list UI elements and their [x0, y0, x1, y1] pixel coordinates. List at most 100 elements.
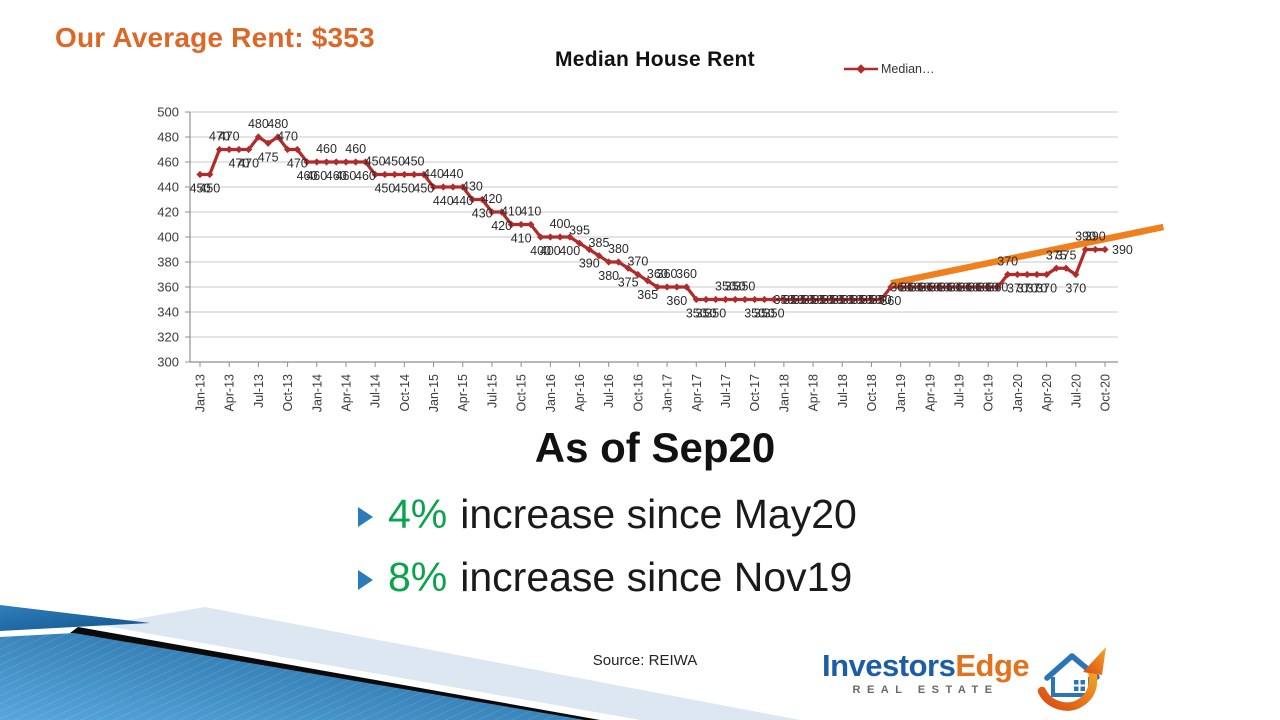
- svg-text:Jul-17: Jul-17: [719, 374, 733, 408]
- svg-text:420: 420: [482, 192, 503, 206]
- svg-text:370: 370: [1026, 282, 1047, 296]
- svg-text:460: 460: [157, 155, 179, 170]
- svg-text:Jan-13: Jan-13: [194, 374, 208, 412]
- svg-text:450: 450: [394, 182, 415, 196]
- svg-text:Apr-14: Apr-14: [339, 374, 353, 412]
- svg-text:Oct-13: Oct-13: [281, 374, 295, 412]
- page-title: Our Average Rent: $353: [55, 22, 375, 53]
- svg-text:Jul-13: Jul-13: [252, 374, 266, 408]
- svg-text:350: 350: [715, 280, 736, 294]
- bullet-triangle-icon: [358, 506, 373, 527]
- svg-text:Jan-15: Jan-15: [427, 374, 441, 412]
- investorsedge-logo: InvestorsEdge REAL ESTATE: [822, 647, 1113, 713]
- bullet-percentage: 4%: [388, 491, 448, 537]
- svg-text:Jan-19: Jan-19: [894, 374, 908, 412]
- svg-text:Apr-15: Apr-15: [456, 374, 470, 412]
- svg-text:Oct-14: Oct-14: [398, 374, 412, 412]
- svg-text:450: 450: [190, 182, 211, 196]
- svg-text:440: 440: [157, 180, 179, 195]
- svg-text:350: 350: [783, 293, 804, 307]
- svg-text:360: 360: [900, 281, 921, 295]
- svg-text:380: 380: [608, 242, 629, 256]
- svg-text:460: 460: [306, 169, 327, 183]
- svg-text:360: 360: [929, 281, 950, 295]
- svg-text:475: 475: [258, 150, 279, 164]
- svg-text:350: 350: [822, 293, 843, 307]
- svg-text:460: 460: [297, 169, 318, 183]
- svg-text:360: 360: [910, 281, 931, 295]
- svg-text:Apr-19: Apr-19: [923, 374, 937, 412]
- svg-text:400: 400: [157, 230, 179, 245]
- svg-text:350: 350: [735, 280, 756, 294]
- svg-text:340: 340: [157, 305, 179, 320]
- svg-text:370: 370: [1036, 282, 1057, 296]
- callout-bullets: 4% increase since May20 8% increase sinc…: [358, 483, 857, 609]
- svg-text:360: 360: [919, 281, 940, 295]
- svg-text:Jan-14: Jan-14: [310, 374, 324, 412]
- svg-text:360: 360: [988, 281, 1009, 295]
- svg-text:410: 410: [501, 205, 522, 219]
- bullet-item: 4% increase since May20: [358, 483, 857, 546]
- svg-text:480: 480: [248, 117, 269, 131]
- bullet-text: increase since May20: [460, 491, 857, 537]
- svg-text:470: 470: [219, 130, 240, 144]
- svg-text:390: 390: [1112, 243, 1133, 257]
- svg-text:370: 370: [1017, 282, 1038, 296]
- bullet-item: 8% increase since Nov19: [358, 546, 857, 609]
- svg-text:450: 450: [374, 182, 395, 196]
- logo-name: InvestorsEdge: [822, 649, 1030, 683]
- svg-text:Oct-17: Oct-17: [748, 374, 762, 412]
- svg-text:380: 380: [598, 269, 619, 283]
- svg-text:Jul-14: Jul-14: [369, 374, 383, 408]
- svg-text:410: 410: [511, 232, 532, 246]
- svg-text:430: 430: [472, 207, 493, 221]
- svg-text:360: 360: [978, 281, 999, 295]
- svg-text:370: 370: [1065, 282, 1086, 296]
- svg-text:370: 370: [1007, 282, 1028, 296]
- svg-text:Jul-16: Jul-16: [602, 374, 616, 408]
- svg-text:Apr-16: Apr-16: [573, 374, 587, 412]
- svg-text:375: 375: [618, 275, 639, 289]
- svg-text:320: 320: [157, 330, 179, 345]
- logo-subtitle: REAL ESTATE: [852, 684, 999, 696]
- svg-text:360: 360: [939, 281, 960, 295]
- svg-text:Oct-16: Oct-16: [631, 374, 645, 412]
- svg-text:400: 400: [550, 217, 571, 231]
- svg-text:360: 360: [949, 281, 970, 295]
- svg-text:370: 370: [627, 255, 648, 269]
- svg-text:Jan-16: Jan-16: [544, 374, 558, 412]
- legend-line-marker-icon: [844, 64, 878, 74]
- svg-text:350: 350: [861, 293, 882, 307]
- svg-text:380: 380: [157, 255, 179, 270]
- svg-text:Oct-18: Oct-18: [865, 374, 879, 412]
- svg-text:Oct-19: Oct-19: [982, 374, 996, 412]
- svg-text:350: 350: [803, 293, 824, 307]
- svg-text:360: 360: [657, 267, 678, 281]
- svg-text:Jul-20: Jul-20: [1069, 374, 1083, 408]
- svg-text:Jan-18: Jan-18: [777, 374, 791, 412]
- svg-text:470: 470: [228, 157, 249, 171]
- svg-text:360: 360: [676, 267, 697, 281]
- svg-text:Jul-19: Jul-19: [953, 374, 967, 408]
- median-house-rent-line-chart: 300 320 340 360 380 400 420 440 460 480 500 Jan-13 A…: [157, 105, 1165, 412]
- svg-text:450: 450: [384, 155, 405, 169]
- svg-text:350: 350: [696, 307, 717, 321]
- svg-text:420: 420: [157, 205, 179, 220]
- svg-text:395: 395: [569, 223, 590, 237]
- svg-text:460: 460: [326, 169, 347, 183]
- svg-text:460: 460: [355, 169, 376, 183]
- svg-text:Jan-20: Jan-20: [1011, 374, 1025, 412]
- svg-text:370: 370: [997, 255, 1018, 269]
- svg-text:410: 410: [520, 205, 541, 219]
- svg-text:390: 390: [579, 257, 600, 271]
- svg-text:360: 360: [666, 294, 687, 308]
- svg-text:390: 390: [1085, 230, 1106, 244]
- legend-label: Median…: [881, 62, 935, 76]
- bullet-triangle-icon: [358, 569, 373, 590]
- svg-text:470: 470: [277, 130, 298, 144]
- svg-text:400: 400: [540, 244, 561, 258]
- svg-text:Apr-18: Apr-18: [807, 374, 821, 412]
- svg-text:480: 480: [157, 130, 179, 145]
- svg-text:470: 470: [287, 157, 308, 171]
- svg-text:Oct-15: Oct-15: [515, 374, 529, 412]
